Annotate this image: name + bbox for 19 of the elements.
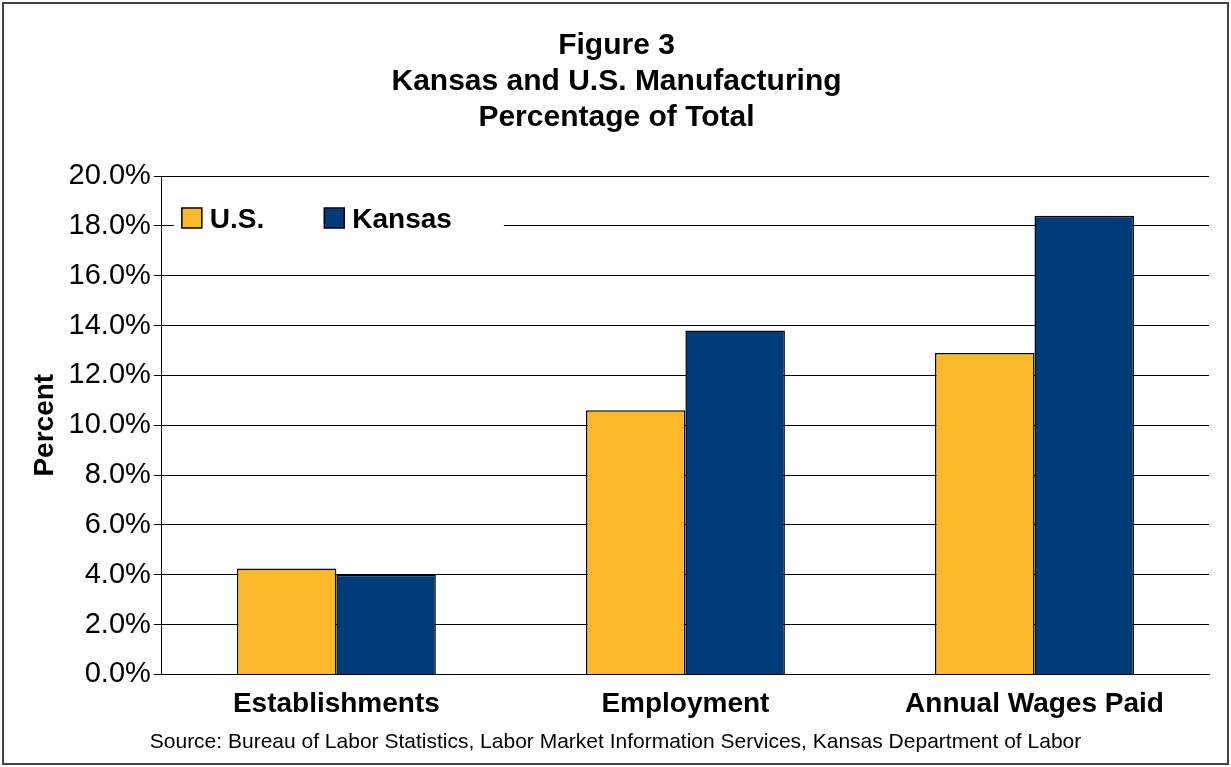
y-tick-label: 2.0% xyxy=(84,606,151,639)
source-note: Source: Bureau of Labor Statistics, Labor Market Information Services, Kansas Department of Labor xyxy=(148,729,1083,753)
y-axis-title: Percent xyxy=(27,373,59,477)
y-tick-label: 16.0% xyxy=(68,257,151,290)
y-tick-label: 0.0% xyxy=(84,656,151,689)
y-tick-label: 10.0% xyxy=(68,407,151,440)
x-tick-label: Annual Wages Paid xyxy=(905,686,1164,718)
x-tick-label: Establishments xyxy=(232,686,440,718)
y-tick-label: 6.0% xyxy=(84,506,151,539)
y-tick-label: 14.0% xyxy=(68,307,151,340)
y-tick-label: 4.0% xyxy=(84,556,151,589)
y-tick-label: 12.0% xyxy=(68,357,151,390)
legend-label: Kansas xyxy=(352,202,452,234)
chart-title: Figure 3 Kansas and U.S. Manufacturing Percentage of Total xyxy=(391,27,842,133)
legend-label: U.S. xyxy=(209,202,265,234)
y-tick-label: 20.0% xyxy=(68,158,151,190)
y-tick-label: 18.0% xyxy=(68,207,151,240)
y-tick-label: 8.0% xyxy=(84,457,151,490)
x-tick-label: Employment xyxy=(601,686,770,718)
